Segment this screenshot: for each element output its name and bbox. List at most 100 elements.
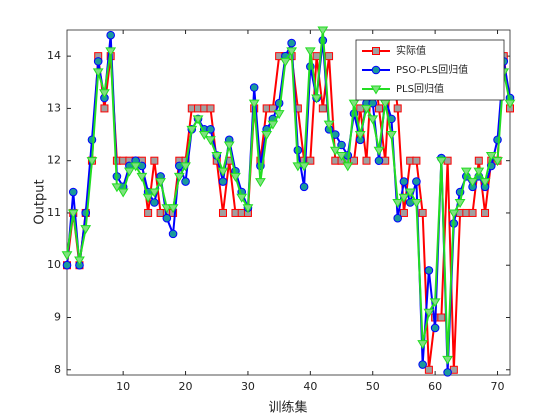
legend-label: 实际值: [396, 44, 426, 57]
marker: [279, 57, 291, 67]
marker: [479, 178, 491, 188]
marker: [167, 204, 179, 214]
marker: [261, 131, 273, 141]
y-tick-label: 8: [54, 363, 61, 376]
marker: [437, 313, 446, 322]
marker: [162, 213, 172, 223]
marker: [374, 156, 384, 165]
x-tick-label: 30: [241, 380, 255, 393]
marker: [386, 131, 397, 141]
marker: [392, 199, 404, 208]
marker: [68, 187, 78, 197]
marker: [429, 298, 441, 308]
x-tick-label: 20: [179, 380, 193, 393]
marker: [205, 136, 216, 146]
marker: [417, 340, 429, 350]
marker: [211, 151, 223, 161]
marker: [424, 266, 434, 275]
marker: [106, 30, 115, 40]
marker: [173, 172, 185, 182]
marker: [298, 162, 310, 172]
marker: [342, 162, 354, 172]
marker: [61, 251, 73, 261]
marker: [255, 178, 266, 188]
marker: [350, 156, 359, 165]
marker: [367, 115, 379, 125]
marker: [150, 156, 159, 165]
marker: [92, 68, 104, 78]
y-tick-label: 12: [47, 154, 61, 167]
x-tick-label: 50: [366, 380, 380, 393]
marker: [418, 208, 427, 217]
marker: [418, 360, 427, 369]
marker: [374, 104, 383, 113]
marker: [206, 104, 215, 113]
y-tick-label: 11: [47, 206, 61, 219]
marker: [442, 355, 453, 365]
marker: [454, 199, 466, 208]
marker: [424, 365, 433, 374]
marker: [473, 167, 485, 177]
marker: [348, 99, 360, 109]
x-tick-label: 40: [303, 380, 317, 393]
marker: [86, 157, 98, 167]
marker: [430, 323, 440, 333]
marker: [493, 135, 502, 145]
marker: [504, 99, 516, 109]
marker: [412, 177, 421, 186]
marker: [74, 256, 85, 266]
marker: [181, 177, 190, 186]
marker: [236, 193, 248, 203]
marker: [371, 65, 381, 75]
marker: [306, 156, 315, 165]
y-tick-label: 9: [54, 311, 61, 324]
marker: [192, 115, 204, 125]
marker: [186, 125, 198, 135]
marker: [223, 141, 235, 151]
marker: [399, 177, 409, 186]
marker: [99, 89, 110, 99]
marker: [325, 52, 334, 61]
marker: [423, 308, 435, 318]
marker: [412, 156, 421, 165]
marker: [474, 156, 483, 165]
marker: [155, 178, 166, 188]
marker: [312, 52, 321, 61]
marker: [404, 188, 416, 198]
marker: [242, 204, 254, 214]
marker: [304, 47, 316, 57]
marker: [362, 156, 371, 165]
marker: [249, 83, 259, 92]
marker: [370, 85, 382, 95]
marker: [492, 157, 503, 167]
marker: [161, 204, 173, 214]
marker: [393, 104, 402, 113]
marker: [67, 209, 79, 219]
marker: [136, 172, 148, 182]
x-tick-label: 10: [116, 380, 130, 393]
marker: [117, 188, 129, 198]
marker: [468, 208, 477, 217]
marker: [124, 167, 135, 177]
marker: [217, 167, 229, 177]
x-axis-label: 训练集: [268, 400, 307, 416]
marker: [180, 162, 191, 172]
marker: [87, 135, 97, 145]
marker: [287, 38, 296, 48]
legend-label: PLS回归值: [396, 82, 444, 95]
marker: [311, 94, 322, 104]
marker: [130, 162, 142, 172]
marker: [142, 193, 154, 203]
marker: [111, 183, 123, 193]
marker: [411, 199, 422, 208]
marker: [372, 47, 380, 55]
marker: [448, 209, 460, 219]
marker: [398, 193, 410, 203]
marker: [299, 182, 309, 192]
marker: [80, 225, 92, 235]
marker: [336, 151, 347, 161]
marker: [148, 188, 160, 198]
marker: [323, 120, 335, 130]
y-axis-label: Output: [33, 179, 48, 224]
